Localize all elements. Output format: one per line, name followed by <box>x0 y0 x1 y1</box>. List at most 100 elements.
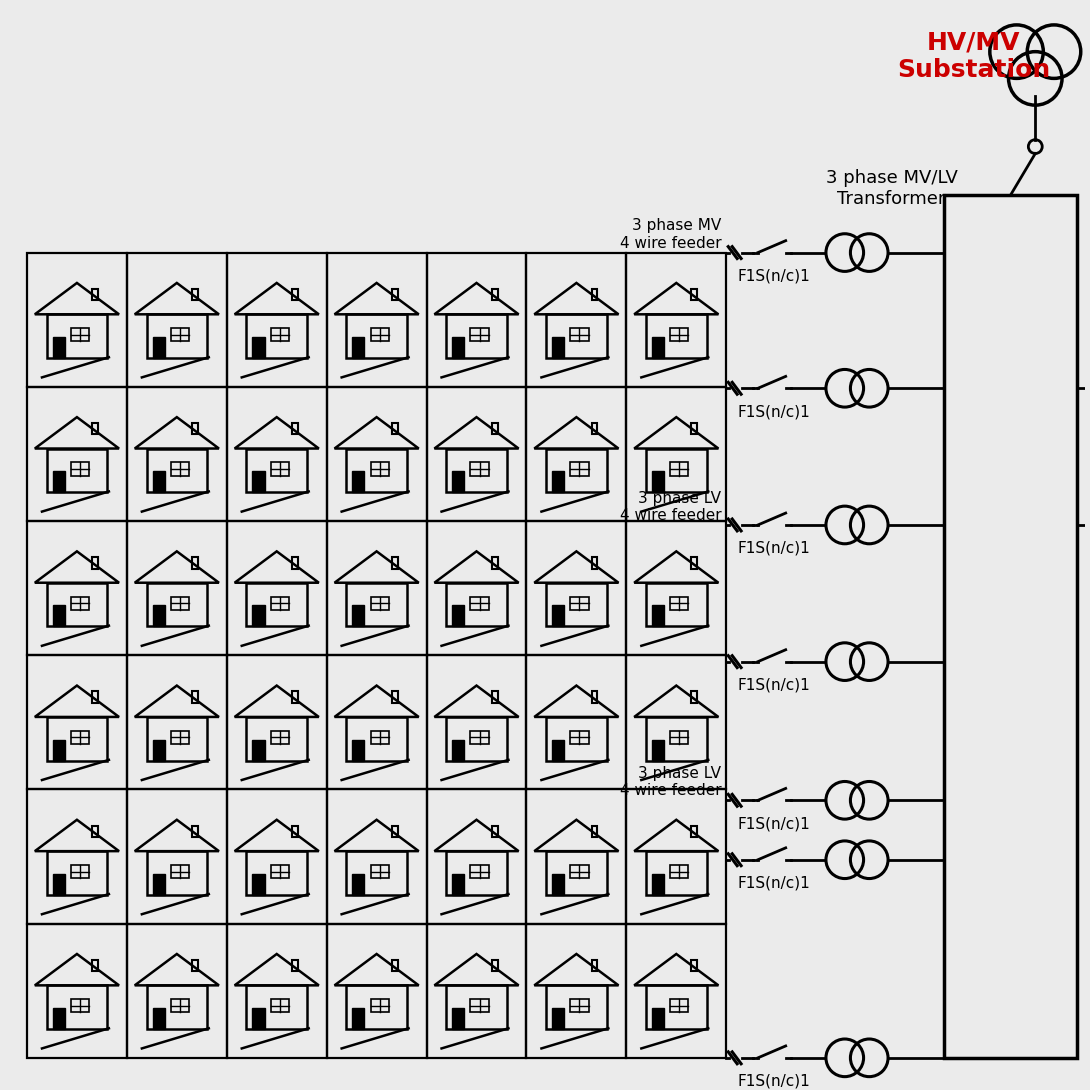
Bar <box>570 731 589 744</box>
Text: F1S(n/c)1: F1S(n/c)1 <box>737 1074 810 1089</box>
Bar <box>592 289 597 300</box>
Bar <box>270 596 289 609</box>
Bar <box>246 583 307 627</box>
Text: F1S(n/c)1: F1S(n/c)1 <box>737 875 810 891</box>
Bar <box>426 521 526 655</box>
Bar <box>492 557 497 569</box>
Bar <box>391 691 398 703</box>
Text: F1S(n/c)1: F1S(n/c)1 <box>737 816 810 832</box>
Bar <box>391 826 398 837</box>
Bar <box>192 423 198 435</box>
Bar <box>171 1000 189 1013</box>
Bar <box>27 387 126 521</box>
Bar <box>292 960 298 971</box>
Bar <box>47 448 107 492</box>
Bar <box>553 1008 565 1029</box>
Bar <box>546 717 607 761</box>
Text: HV/MV
Substation: HV/MV Substation <box>897 31 1051 83</box>
Bar <box>446 314 507 358</box>
Bar <box>471 596 488 609</box>
Bar <box>27 253 126 387</box>
Bar <box>371 865 389 879</box>
Bar <box>146 583 207 627</box>
Bar <box>546 314 607 358</box>
Bar <box>646 448 706 492</box>
Bar <box>391 423 398 435</box>
Bar <box>52 471 64 492</box>
Bar <box>327 789 426 923</box>
Bar <box>47 851 107 895</box>
Text: F1S(n/c)1: F1S(n/c)1 <box>737 541 810 556</box>
Bar <box>126 521 227 655</box>
Bar <box>253 337 265 358</box>
Bar <box>352 1008 364 1029</box>
Bar <box>553 471 565 492</box>
Text: 3 phase LV
4 wire feeder: 3 phase LV 4 wire feeder <box>620 766 722 798</box>
Bar <box>553 740 565 761</box>
Bar <box>292 423 298 435</box>
Bar <box>471 1000 488 1013</box>
Bar <box>646 717 706 761</box>
Bar <box>253 1008 265 1029</box>
Bar <box>52 874 64 895</box>
Bar <box>652 740 664 761</box>
Bar <box>192 691 198 703</box>
Bar <box>52 337 64 358</box>
Bar <box>553 605 565 627</box>
Bar <box>126 655 227 789</box>
Bar <box>526 655 627 789</box>
Bar <box>627 253 726 387</box>
Bar <box>492 289 497 300</box>
Bar <box>171 731 189 744</box>
Bar <box>452 471 464 492</box>
Bar <box>153 471 165 492</box>
Bar <box>352 471 364 492</box>
Bar <box>71 865 89 879</box>
Bar <box>452 740 464 761</box>
Bar <box>246 851 307 895</box>
Bar <box>347 583 407 627</box>
Bar <box>253 874 265 895</box>
Bar <box>126 789 227 923</box>
Bar <box>171 596 189 609</box>
Bar <box>652 471 664 492</box>
Bar <box>146 851 207 895</box>
Bar <box>627 521 726 655</box>
Bar <box>944 195 1077 1057</box>
Bar <box>352 740 364 761</box>
Bar <box>27 521 126 655</box>
Bar <box>126 923 227 1057</box>
Bar <box>627 923 726 1057</box>
Bar <box>452 1008 464 1029</box>
Bar <box>670 328 689 341</box>
Bar <box>227 253 327 387</box>
Bar <box>171 865 189 879</box>
Bar <box>327 253 426 387</box>
Bar <box>352 874 364 895</box>
Bar <box>526 521 627 655</box>
Bar <box>553 874 565 895</box>
Bar <box>71 596 89 609</box>
Bar <box>670 1000 689 1013</box>
Bar <box>391 960 398 971</box>
Bar <box>327 387 426 521</box>
Bar <box>592 826 597 837</box>
Bar <box>270 1000 289 1013</box>
Bar <box>192 289 198 300</box>
Bar <box>371 731 389 744</box>
Text: 3 phase MV
4 wire feeder: 3 phase MV 4 wire feeder <box>620 218 722 251</box>
Bar <box>253 740 265 761</box>
Bar <box>426 923 526 1057</box>
Bar <box>146 314 207 358</box>
Bar <box>471 865 488 879</box>
Bar <box>146 448 207 492</box>
Bar <box>227 789 327 923</box>
Bar <box>246 314 307 358</box>
Bar <box>452 874 464 895</box>
Bar <box>27 789 126 923</box>
Bar <box>652 1008 664 1029</box>
Bar <box>92 289 98 300</box>
Bar <box>71 1000 89 1013</box>
Bar <box>347 314 407 358</box>
Bar <box>546 851 607 895</box>
